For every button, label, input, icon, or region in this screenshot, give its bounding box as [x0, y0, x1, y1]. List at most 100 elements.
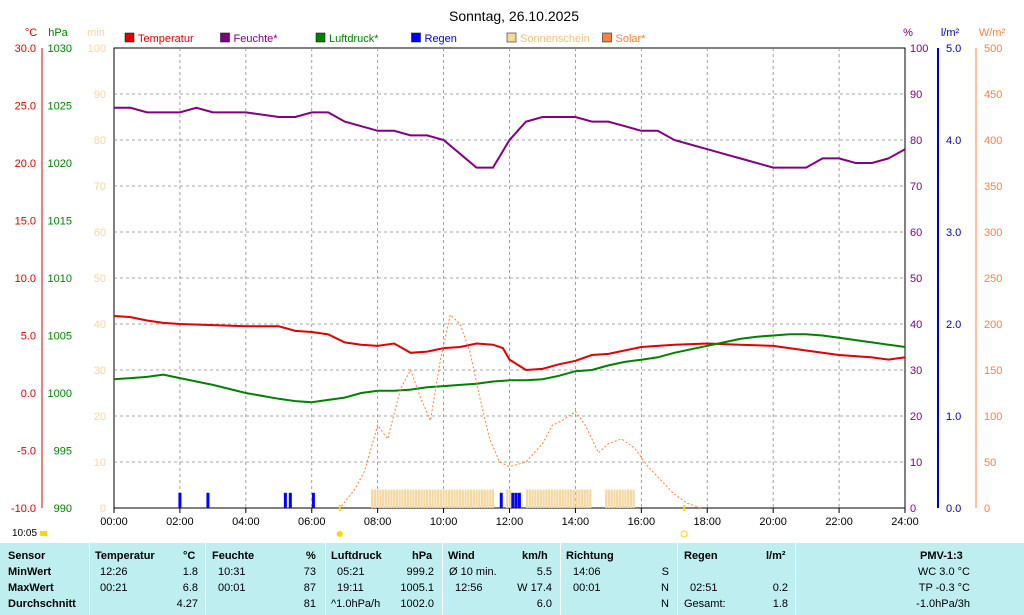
chart-title: Sonntag, 26.10.2025: [449, 8, 579, 24]
hdr-luftdruck-unit: hPa: [412, 550, 433, 562]
sunrise-marker: [336, 531, 343, 537]
wind-value: W 17.4: [517, 582, 552, 594]
sunshine-bar: [376, 489, 379, 508]
sunshine-bar: [450, 489, 453, 508]
axis-tick-solar: 350: [984, 181, 1002, 193]
luftdruck-value: 1005.1: [400, 582, 434, 594]
sunshine-bar: [491, 489, 495, 508]
axis-tick-temp: 0.0: [21, 388, 36, 400]
luftdruck-value: 999.2: [406, 566, 434, 578]
regen-time: 02:51: [690, 582, 718, 594]
pmv-value: TP -0.3 °C: [918, 582, 970, 594]
sunshine-bar: [447, 489, 451, 508]
axis-tick-press: 995: [54, 446, 72, 458]
sunshine-bar: [578, 489, 581, 508]
axis-tick-hum: 30: [910, 365, 922, 377]
axis-unit-temp: °C: [25, 27, 37, 39]
regen-value: 1.8: [772, 598, 788, 610]
hdr-richtung: Richtung: [566, 550, 614, 562]
sunshine-bar: [398, 489, 401, 508]
sunshine-bar: [478, 489, 481, 508]
pmv-value: WC 3.0 °C: [917, 566, 970, 578]
axis-tick-rain: 5.0: [946, 43, 961, 55]
sunshine-bar: [426, 489, 429, 508]
sunshine-bar: [464, 489, 467, 508]
legend-swatch: [124, 32, 135, 43]
sunshine-bar: [536, 489, 540, 508]
time-marker: [40, 531, 47, 536]
rain-bar: [288, 492, 292, 508]
axis-tick-hum: 20: [910, 411, 922, 423]
axis-tick-press: 1030: [48, 43, 72, 55]
sunshine-bar: [605, 489, 608, 508]
series-line-solar: [341, 313, 701, 509]
temp-time: 12:26: [100, 566, 128, 578]
x-tick-label: 18:00: [693, 516, 721, 528]
axis-tick-solar: 150: [984, 365, 1002, 377]
wind-label: Ø 10 min.: [449, 566, 497, 578]
x-tick-label: 14:00: [562, 516, 590, 528]
regen-total-label: Gesamt:: [684, 598, 726, 610]
feuchte-time: 00:01: [218, 582, 246, 594]
sunshine-bar: [384, 489, 388, 508]
feuchte-time: 10:31: [218, 566, 246, 578]
sunshine-bar: [442, 489, 445, 508]
axis-tick-min: 30: [94, 365, 106, 377]
sunshine-bar: [616, 489, 619, 508]
sunshine-bar: [528, 489, 531, 508]
axis-tick-min: 40: [94, 319, 106, 331]
axis-tick-press: 1015: [48, 216, 72, 228]
axis-tick-rain: 3.0: [946, 227, 961, 239]
sunshine-bar: [395, 489, 398, 508]
sunshine-bar: [506, 489, 509, 508]
sunshine-bar: [589, 489, 592, 508]
legend-label: Solar*: [616, 33, 647, 45]
x-tick-label: 16:00: [628, 516, 656, 528]
sunshine-bar: [613, 489, 616, 508]
sunshine-bar: [550, 489, 553, 508]
sunshine-bar: [423, 489, 426, 508]
luftdruck-value: 1002.0: [400, 598, 434, 610]
legend-label: Feuchte*: [234, 33, 279, 45]
sunshine-bar: [439, 489, 442, 508]
axis-tick-temp: 20.0: [15, 158, 36, 170]
axis-tick-rain: 2.0: [946, 319, 961, 331]
sunshine-bar: [436, 489, 440, 508]
x-tick-label: 22:00: [825, 516, 853, 528]
axis-tick-min: 80: [94, 135, 106, 147]
hdr-temp: Temperatur: [95, 550, 155, 562]
hdr-regen: Regen: [684, 550, 718, 562]
axis-tick-temp: 30.0: [15, 43, 36, 55]
row-label: MinWert: [8, 566, 52, 578]
wind-value: 6.0: [536, 598, 552, 610]
legend-swatch: [411, 32, 421, 43]
sunshine-bar: [556, 489, 559, 508]
sunshine-bar: [489, 489, 492, 508]
sunshine-bar: [545, 489, 548, 508]
sunshine-bar: [567, 489, 570, 508]
sunshine-bar: [558, 489, 562, 508]
axis-tick-temp: 5.0: [21, 331, 36, 343]
sunshine-bar: [456, 489, 459, 508]
sunshine-bar: [475, 489, 478, 508]
sunshine-bar: [618, 489, 622, 508]
sunshine-bar: [406, 489, 409, 508]
sunshine-bar: [564, 489, 567, 508]
axis-unit-min: min: [87, 27, 105, 39]
sunshine-bar: [472, 489, 475, 508]
axis-tick-min: 10: [94, 457, 106, 469]
hdr-luftdruck: Luftdruck: [331, 550, 382, 562]
richtung-time: 00:01: [573, 582, 601, 594]
rain-bar: [206, 492, 210, 508]
axis-tick-rain: 1.0: [946, 411, 961, 423]
axis-tick-press: 1025: [48, 101, 72, 113]
axis-tick-temp: 25.0: [15, 101, 36, 113]
feuchte-value: 87: [303, 582, 316, 594]
axis-tick-min: 0: [100, 503, 106, 515]
row-label: MaxWert: [8, 582, 54, 594]
sunshine-bar: [412, 489, 415, 508]
axis-tick-hum: 70: [910, 181, 922, 193]
axis-tick-hum: 40: [910, 319, 922, 331]
sunshine-bar: [580, 489, 584, 508]
axis-tick-solar: 100: [984, 411, 1002, 423]
